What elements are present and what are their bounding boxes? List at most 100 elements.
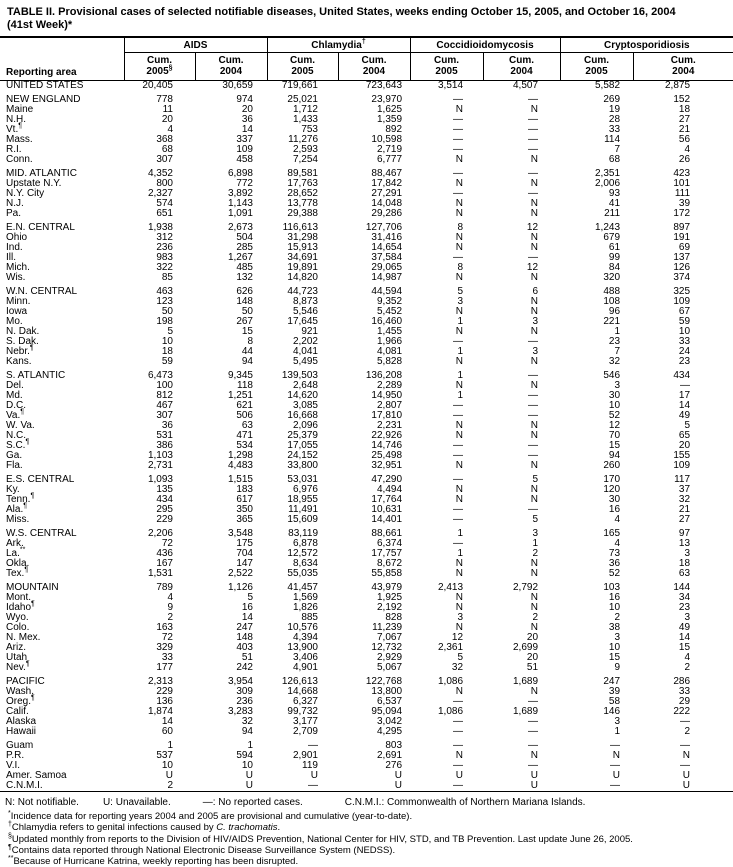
value-cell: 14,620 (287, 390, 318, 401)
value-cell: — (528, 252, 539, 263)
table-row: Hawaii 60 94 2,709 4,295 — — 1 2 (0, 727, 733, 737)
value-cell: 36 (241, 114, 253, 125)
value-cell: 2,731 (147, 460, 173, 471)
value-cell: 170 (603, 474, 621, 485)
value-cell: 18 (678, 104, 691, 115)
reporting-area-cell: Alaska (6, 716, 37, 727)
value-cell: 109 (236, 144, 253, 155)
value-cell: 2,202 (292, 336, 318, 347)
value-cell: 20 (161, 114, 173, 125)
reporting-area-header: Reporting area (0, 37, 124, 81)
value-cell: 1,826 (292, 602, 318, 613)
subheader-cum-2005: Cum. 2005 (559, 52, 634, 81)
value-cell: 9 (614, 662, 621, 673)
value-cell: 14,668 (287, 686, 318, 697)
value-cell: 198 (156, 316, 173, 327)
reporting-area-cell: Ga. (6, 450, 23, 461)
value-cell: 2,231 (376, 420, 403, 431)
value-cell: 10,631 (371, 504, 403, 515)
value-cell: 4,295 (376, 726, 403, 737)
legend-item: U: Unavailable. (102, 797, 171, 808)
value-cell: — (453, 474, 464, 485)
reporting-area-cell: Ill. (6, 252, 16, 263)
value-cell: N (530, 420, 539, 431)
value-cell: 17,764 (371, 494, 403, 505)
value-cell: 109 (673, 460, 691, 471)
value-cell: 17,763 (287, 178, 318, 189)
value-cell: 10 (608, 642, 621, 653)
value-cell: 20 (241, 104, 253, 115)
value-cell: 70 (608, 430, 621, 441)
value-cell: 463 (156, 286, 173, 297)
value-cell: 4,901 (292, 662, 318, 673)
value-cell: 10 (608, 602, 621, 613)
value-cell: 365 (236, 514, 253, 525)
value-cell: — (680, 716, 691, 727)
value-cell: — (308, 780, 318, 791)
table-row: Iowa 50 50 5,546 5,452 N N 96 67 (0, 307, 733, 317)
value-cell: 2 (532, 548, 539, 559)
value-cell: 53,031 (287, 474, 318, 485)
table-row: Fla. 2,731 4,483 33,800 32,951 N N 260 109 (0, 461, 733, 471)
reporting-area-cell: Ala.¶ (6, 502, 27, 515)
value-cell: 1 (532, 538, 539, 549)
value-cell: 3 (614, 380, 621, 391)
value-cell: — (453, 168, 464, 179)
value-cell: U (310, 770, 318, 781)
value-cell: 44,594 (371, 286, 403, 297)
footnote: §Updated monthly from reports to the Div… (8, 832, 633, 845)
value-cell: 12 (526, 262, 539, 273)
value-cell: 2,192 (376, 602, 403, 613)
value-cell: 4,352 (147, 168, 173, 179)
value-cell: 23 (678, 602, 691, 613)
value-cell: 29,388 (287, 208, 318, 219)
reporting-area-cell: NEW ENGLAND (6, 94, 81, 105)
reporting-area-cell: Ind. (6, 242, 23, 253)
value-cell: N (530, 326, 539, 337)
notifiable-diseases-table: Reporting area AIDS Chlamydia† Coccidioi… (0, 36, 733, 792)
value-cell: 84 (608, 262, 621, 273)
value-cell: — (453, 410, 464, 421)
value-cell: 69 (678, 242, 691, 253)
value-cell: 103 (603, 582, 621, 593)
table-row: Maine 11 20 1,712 1,625 N N 19 18 (0, 105, 733, 115)
value-cell: 276 (385, 760, 403, 771)
value-cell: 5 (247, 592, 253, 603)
value-cell: 1,966 (376, 336, 403, 347)
reporting-area-cell: Ariz. (6, 642, 26, 653)
value-cell: 34,691 (287, 252, 318, 263)
value-cell: 1,243 (594, 222, 621, 233)
reporting-area-cell: S. ATLANTIC (6, 370, 66, 381)
value-cell: — (680, 380, 691, 391)
value-cell: 2,593 (292, 144, 318, 155)
value-cell: 72 (161, 632, 173, 643)
value-cell: 72 (161, 538, 173, 549)
value-cell: 574 (156, 198, 173, 209)
value-cell: 434 (673, 370, 691, 381)
value-cell: 29 (678, 696, 691, 707)
value-cell: 17 (678, 390, 691, 401)
subheader-cum-2004: Cum. 2004 (337, 52, 411, 81)
value-cell: 12 (526, 222, 539, 233)
value-cell: 1 (247, 740, 253, 751)
value-cell: 320 (603, 272, 621, 283)
value-cell: 120 (603, 484, 621, 495)
value-cell: 921 (301, 326, 318, 337)
value-cell: — (610, 760, 621, 771)
value-cell: N (455, 326, 464, 337)
value-cell: 789 (156, 582, 173, 593)
value-cell: 2,206 (147, 528, 173, 539)
value-cell: N (530, 558, 539, 569)
value-cell: 135 (156, 484, 173, 495)
value-cell: 723,643 (365, 80, 403, 91)
value-cell: N (530, 750, 539, 761)
value-cell: 14,820 (287, 272, 318, 283)
value-cell: — (528, 696, 539, 707)
value-cell: N (530, 232, 539, 243)
value-cell: 37 (678, 484, 691, 495)
value-cell: N (455, 686, 464, 697)
value-cell: 5,546 (292, 306, 318, 317)
value-cell: 34 (678, 592, 691, 603)
value-cell: 30 (608, 494, 621, 505)
value-cell: N (455, 568, 464, 579)
